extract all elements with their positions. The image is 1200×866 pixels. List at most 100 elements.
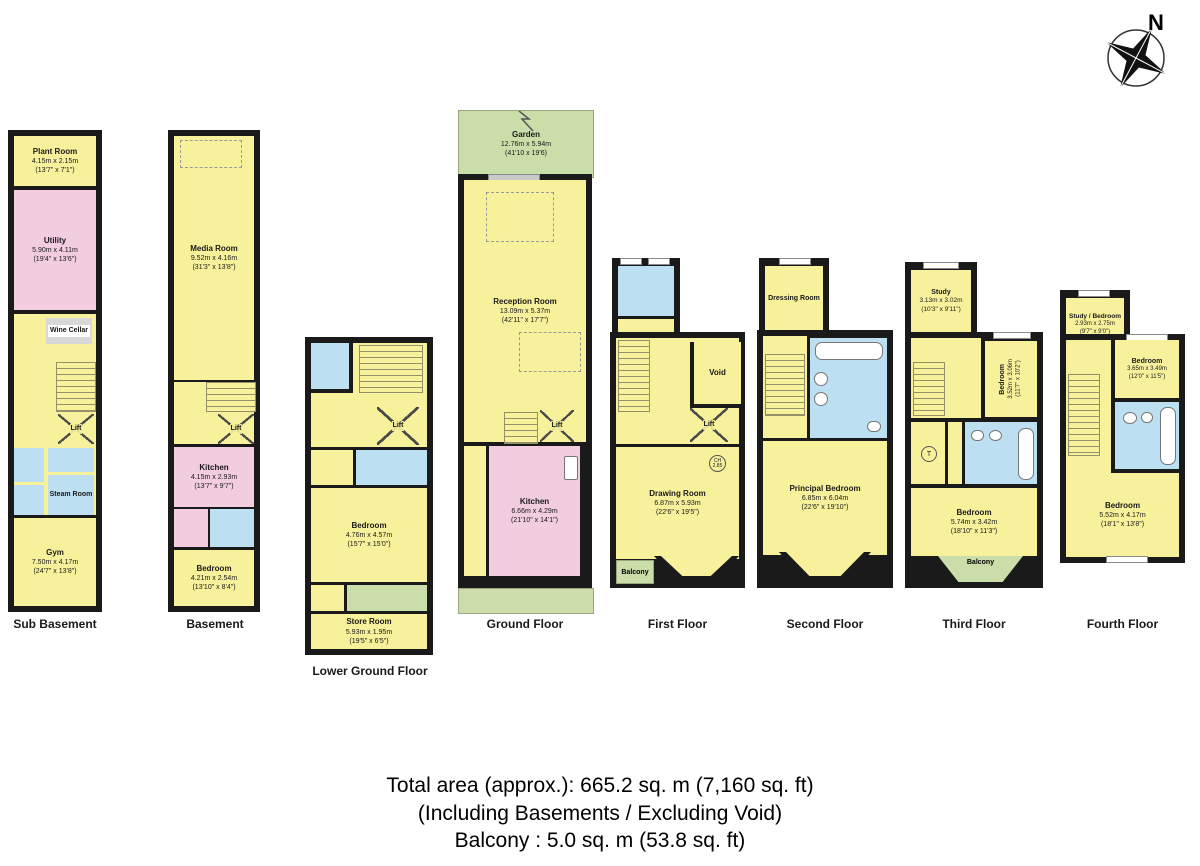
room-bedroom: Bedroom 5.52m x 4.17m (18'1" x 13'8") — [1066, 473, 1179, 563]
room-dims-imperial: (13'10" x 8'4") — [192, 584, 236, 592]
ceiling-height-marker: CH 2.85 — [709, 455, 726, 472]
room-dims-metric: 6.66m x 4.29m — [511, 508, 558, 516]
sink-icon — [989, 430, 1002, 441]
room-name: Drawing Room — [649, 488, 706, 498]
room-lift: Lift — [218, 414, 254, 444]
room-name: Kitchen — [199, 462, 229, 472]
room-name: Media Room — [190, 243, 238, 253]
sink-icon — [814, 392, 828, 406]
room-dims-metric: 4.15m x 2.93m — [190, 474, 238, 482]
room-dims-imperial: (9'7" x 9'0") — [1079, 329, 1111, 336]
room-dims-imperial: (41'10 x 19'6) — [505, 150, 547, 158]
room-label-vertical: Bedroom 3.52m x 3.06m (11'7" x 10'2") — [999, 359, 1023, 399]
room-dims-imperial: (19'5" x 6'5") — [349, 637, 389, 645]
compass-icon: N — [1105, 10, 1167, 89]
room-dims-metric: 9.52m x 4.16m — [190, 255, 238, 263]
room-lift: Lift — [540, 410, 574, 442]
room-dims-imperial: (22'6" x 19'5") — [655, 509, 700, 517]
floorplan-second-upper: Dressing Room — [759, 258, 829, 338]
window — [1106, 556, 1148, 563]
floorplan-third-upper: Study 3.13m x 3.02m (10'3" x 9'11") — [905, 262, 977, 338]
room-lift: Lift — [690, 408, 728, 442]
room-dims-metric: 5.52m x 4.17m — [1099, 512, 1146, 520]
floorplan-sub-basement: Plant Room 4.15m x 2.15m (13'7" x 7'1") … — [8, 130, 102, 612]
stairs — [765, 354, 805, 416]
room-kitchen: Kitchen 6.66m x 4.29m (21'10" x 14'1") — [489, 446, 580, 576]
room-dressing-room: Dressing Room — [765, 266, 823, 332]
room-name: Dressing Room — [768, 295, 820, 303]
room-bedroom: Bedroom 3.52m x 3.06m (11'7" x 10'2") — [985, 341, 1037, 417]
floorplan-fourth-main: Bedroom 3.65m x 3.49m (12'0" x 11'5") Be… — [1060, 334, 1185, 563]
bay-window — [779, 552, 871, 582]
room-name: Kitchen — [519, 496, 550, 506]
room-wine-cellar: Wine Cellar — [46, 318, 92, 344]
room-name: Garden — [511, 129, 540, 139]
room-lift: Lift — [58, 414, 94, 444]
floorplan-first-upper — [612, 258, 680, 338]
hallway — [464, 446, 486, 576]
room-dims-imperial: (13'7" x 7'1") — [35, 167, 75, 175]
room-reception: Reception Room 13.09m x 5.37m (42'11" x … — [464, 180, 586, 442]
kitchen-area — [174, 509, 208, 547]
floorplan-basement: Media Room 9.52m x 4.16m (31'3" x 13'8")… — [168, 130, 260, 612]
area-summary: Total area (approx.): 665.2 sq. m (7,160… — [0, 772, 1200, 855]
bay-window — [654, 556, 739, 582]
room-name: Void — [709, 367, 726, 377]
window — [779, 258, 811, 265]
room-name: Lift — [69, 424, 83, 434]
room-principal-bedroom: Principal Bedroom 6.85m x 6.04m (22'6" x… — [763, 441, 887, 555]
room-name: Lift — [229, 424, 243, 434]
room-media-room: Media Room 9.52m x 4.16m (31'3" x 13'8") — [174, 136, 254, 380]
room-name: Gym — [46, 547, 64, 557]
room-name: Balcony — [621, 568, 649, 576]
bathroom — [618, 266, 674, 316]
garden-boundary-icon — [518, 111, 534, 131]
room-bedroom: Bedroom 5.74m x 3.42m (18'10" x 11'3") — [911, 488, 1037, 556]
room-name: Bedroom — [1104, 500, 1141, 510]
bathroom — [356, 450, 427, 485]
window — [993, 332, 1031, 339]
stove-icon — [564, 456, 578, 480]
window — [648, 258, 670, 265]
room-dims-metric: 6.87m x 5.93m — [654, 500, 701, 508]
bathroom — [14, 448, 44, 482]
room-utility: Utility 5.90m x 4.11m (19'4" x 13'6") — [14, 190, 96, 310]
room-dims-metric: 5.93m x 1.95m — [345, 628, 393, 636]
toilet-icon — [867, 421, 881, 432]
room-name: Plant Room — [32, 146, 78, 156]
floor-label-first: First Floor — [647, 617, 708, 631]
floor-label-third: Third Floor — [942, 617, 1006, 631]
room-dims-metric: 5.90m x 4.11m — [32, 247, 78, 255]
bathtub-icon — [815, 342, 883, 360]
compass-north-label: N — [1148, 10, 1164, 35]
room-dims-imperial: (21'10" x 14'1") — [511, 517, 558, 525]
room-name: Lift — [550, 421, 564, 431]
room-dims-metric: 12.76m x 5.94m — [500, 141, 552, 149]
room-bedroom: Bedroom 4.76m x 4.57m (15'7" x 15'0") — [311, 488, 427, 582]
balcony-area-line: Balcony : 5.0 sq. m (53.8 sq. ft) — [454, 829, 746, 853]
area-note-line: (Including Basements / Excluding Void) — [417, 801, 783, 825]
room-dims-metric: 3.65m x 3.49m — [1127, 365, 1167, 372]
floorplan-lower-ground: Lift Bedroom 4.76m x 4.57m (15'7" x 15'0… — [305, 337, 433, 655]
floorplan-first-main: Void Lift Drawing Room 6.87m x 5.93m (22… — [610, 332, 745, 588]
floorplan-ground: Reception Room 13.09m x 5.37m (42'11" x … — [458, 174, 592, 588]
room-dims-imperial: (10'3" x 9'11") — [921, 305, 961, 313]
room-name: Lift — [702, 420, 716, 430]
room-name: Wine Cellar — [47, 325, 91, 337]
room-gym: Gym 7.50m x 4.17m (24'7" x 13'8") — [14, 518, 96, 606]
floor-label-basement: Basement — [186, 617, 244, 631]
room-lift: Lift — [377, 407, 419, 445]
room-bedroom: Bedroom 3.65m x 3.49m (12'0" x 11'5") — [1115, 340, 1179, 398]
bathroom — [14, 485, 44, 515]
room-dims-imperial: (18'1" x 13'8") — [1100, 521, 1145, 529]
room-name: Lift — [391, 421, 405, 431]
utility-cupboard: T — [911, 422, 945, 484]
stairs — [504, 412, 538, 444]
room-dims-imperial: (24'7" x 13'8") — [33, 568, 77, 576]
furniture-outline — [519, 332, 581, 372]
hallway — [311, 450, 353, 485]
room-dims-metric: 6.85m x 6.04m — [801, 495, 849, 503]
floor-label-fourth: Fourth Floor — [1086, 617, 1159, 631]
sink-icon — [814, 372, 828, 386]
